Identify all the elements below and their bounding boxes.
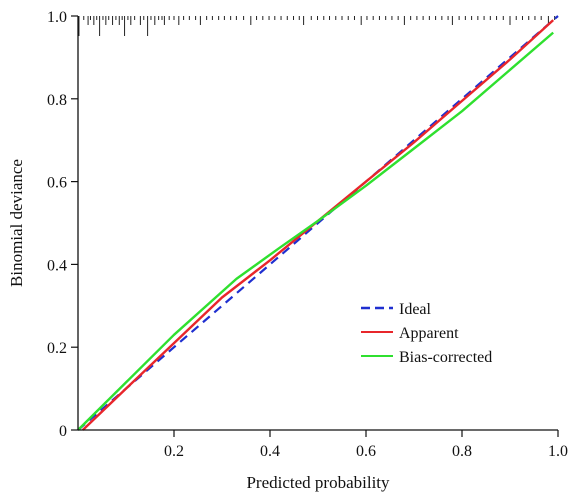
x-tick-label: 0.6 bbox=[356, 443, 376, 460]
series-line-bias-corrected bbox=[77, 31, 554, 431]
legend: Ideal Apparent Bias-corrected bbox=[361, 301, 492, 366]
x-tick-label: 0.8 bbox=[452, 443, 472, 460]
y-tick-label: 1.0 bbox=[47, 9, 67, 26]
y-tick-label: 0.6 bbox=[47, 175, 67, 192]
tick-layer: 0.2 0.4 0.6 0.8 1.0 0 0.2 0.4 0.6 0.8 1.0 bbox=[47, 9, 568, 460]
x-axis-label: Predicted probability bbox=[246, 473, 390, 492]
axes bbox=[77, 16, 558, 431]
series-line-ideal bbox=[77, 15, 559, 431]
legend-label-apparent: Apparent bbox=[399, 325, 459, 342]
legend-label-ideal: Ideal bbox=[399, 301, 432, 318]
y-tick-label: 0.4 bbox=[47, 257, 67, 274]
y-tick-label: 0 bbox=[59, 423, 67, 440]
rug-plot bbox=[78, 16, 556, 36]
x-tick-label: 0.4 bbox=[260, 443, 280, 460]
series-layer bbox=[77, 15, 559, 431]
y-tick-label: 0.8 bbox=[47, 92, 67, 109]
legend-label-bias-corrected: Bias-corrected bbox=[399, 349, 492, 366]
x-tick-label: 0.2 bbox=[164, 443, 184, 460]
x-tick-label: 1.0 bbox=[548, 443, 568, 460]
y-axis-label: Binomial deviance bbox=[7, 159, 26, 287]
y-tick-label: 0.2 bbox=[47, 340, 67, 357]
